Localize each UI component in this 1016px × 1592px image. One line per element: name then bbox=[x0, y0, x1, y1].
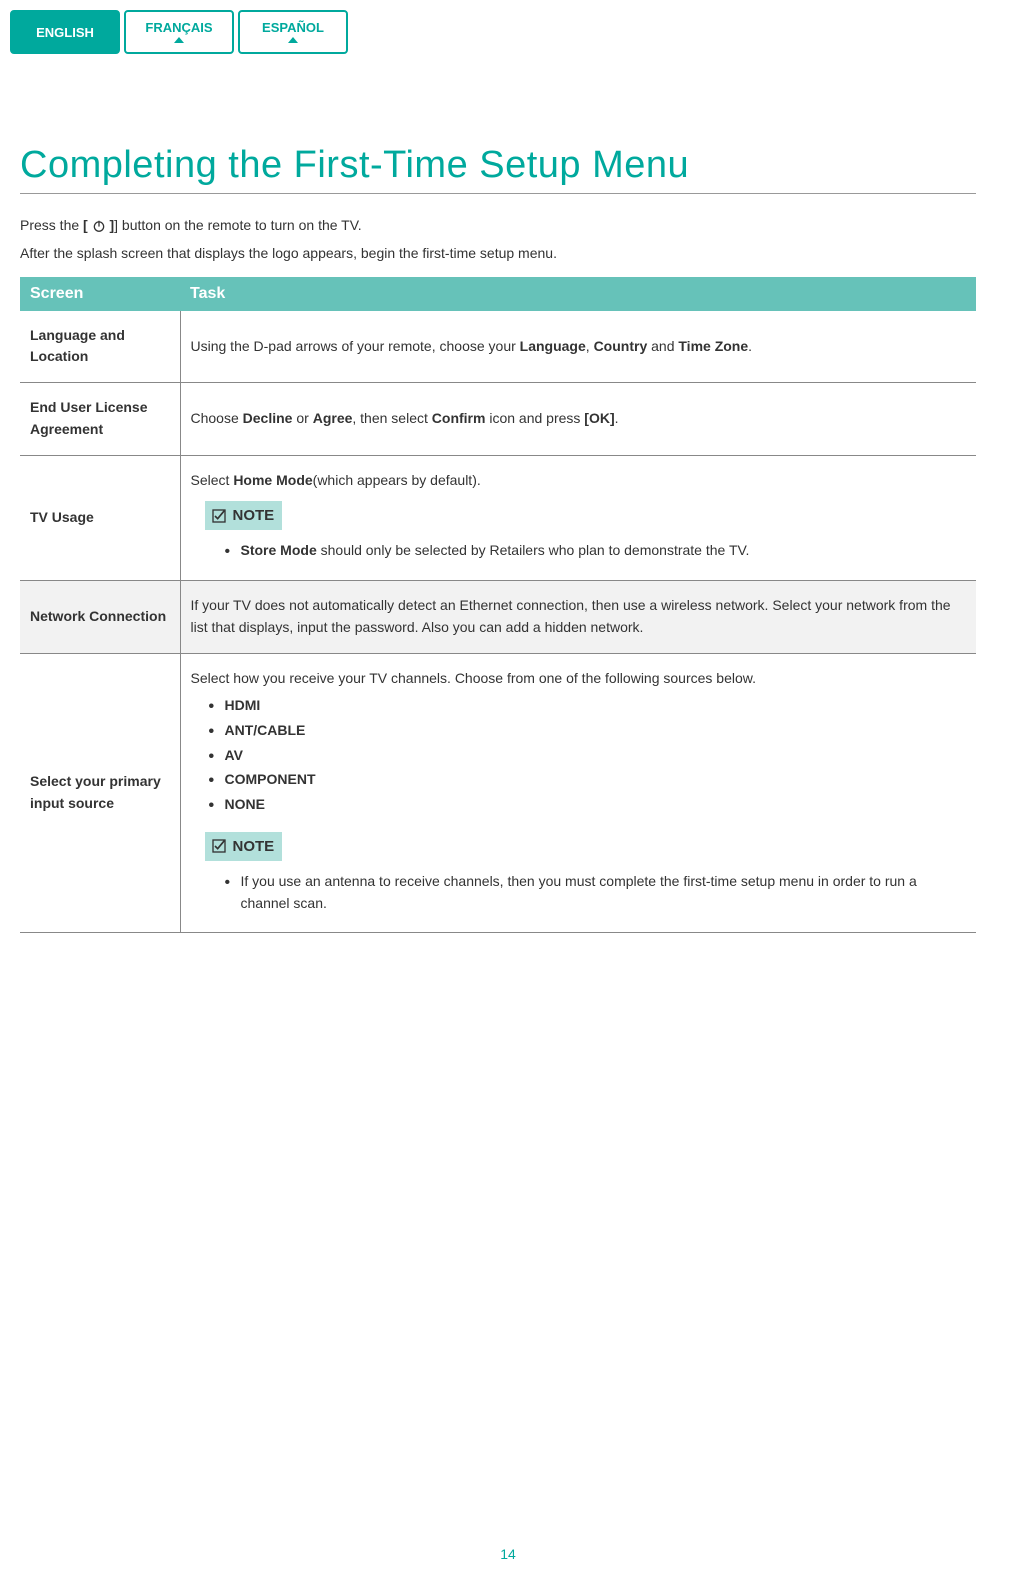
task-cell: Choose Decline or Agree, then select Con… bbox=[180, 383, 976, 455]
lang-tab-francais[interactable]: FRANÇAIS bbox=[124, 10, 234, 54]
source-item: ANT/CABLE bbox=[209, 720, 967, 742]
page-number: 14 bbox=[500, 1546, 516, 1562]
note-list: If you use an antenna to receive channel… bbox=[191, 871, 967, 914]
note-badge: NOTE bbox=[205, 832, 283, 861]
source-item: AV bbox=[209, 745, 967, 767]
intro-text: Press the bbox=[20, 217, 83, 233]
task-cell: If your TV does not automatically detect… bbox=[180, 581, 976, 653]
col-header-task: Task bbox=[180, 277, 976, 311]
screen-cell: Network Connection bbox=[20, 581, 180, 653]
note-check-icon bbox=[211, 508, 227, 524]
power-icon bbox=[92, 219, 106, 233]
task-cell: Select Home Mode(which appears by defaul… bbox=[180, 455, 976, 581]
note-item: If you use an antenna to receive channel… bbox=[225, 871, 967, 914]
lang-tab-label: FRANÇAIS bbox=[145, 21, 212, 34]
table-row: TV Usage Select Home Mode(which appears b… bbox=[20, 455, 976, 581]
lang-tab-label: ENGLISH bbox=[36, 26, 94, 39]
setup-table: Screen Task Language and Location Using t… bbox=[20, 277, 976, 934]
note-item: Store Mode should only be selected by Re… bbox=[225, 540, 967, 562]
table-row: Language and Location Using the D-pad arr… bbox=[20, 311, 976, 383]
source-item: HDMI bbox=[209, 695, 967, 717]
task-text: Using the D-pad arrows of your remote, c… bbox=[191, 336, 967, 358]
note-label: NOTE bbox=[233, 835, 275, 858]
col-header-screen: Screen bbox=[20, 277, 180, 311]
task-text: Select how you receive your TV channels.… bbox=[191, 668, 967, 690]
page-content: Completing the First-Time Setup Menu Pre… bbox=[0, 54, 1016, 933]
title-rule bbox=[20, 193, 976, 194]
table-row: Select your primary input source Select h… bbox=[20, 653, 976, 933]
note-check-icon bbox=[211, 838, 227, 854]
intro-line-1: Press the [ ]] button on the remote to t… bbox=[20, 214, 976, 236]
table-row: Network Connection If your TV does not au… bbox=[20, 581, 976, 653]
task-text: Choose Decline or Agree, then select Con… bbox=[191, 408, 967, 430]
language-tabs: ENGLISH FRANÇAIS ESPAÑOL bbox=[0, 0, 1016, 54]
task-text: If your TV does not automatically detect… bbox=[191, 595, 967, 638]
screen-cell: Select your primary input source bbox=[20, 653, 180, 933]
intro-text: ] button on the remote to turn on the TV… bbox=[114, 217, 362, 233]
note-label: NOTE bbox=[233, 504, 275, 527]
triangle-up-icon bbox=[174, 37, 184, 43]
intro-line-2: After the splash screen that displays th… bbox=[20, 242, 976, 264]
source-item: COMPONENT bbox=[209, 769, 967, 791]
source-list: HDMI ANT/CABLE AVCOMPONENT NONE bbox=[191, 695, 967, 815]
note-badge: NOTE bbox=[205, 501, 283, 530]
task-cell: Select how you receive your TV channels.… bbox=[180, 653, 976, 933]
bracket-close: ] bbox=[106, 217, 115, 233]
lang-tab-english[interactable]: ENGLISH bbox=[10, 10, 120, 54]
note-list: Store Mode should only be selected by Re… bbox=[191, 540, 967, 562]
task-text: Select Home Mode(which appears by defaul… bbox=[191, 470, 967, 492]
screen-cell: Language and Location bbox=[20, 311, 180, 383]
table-row: End User License Agreement Choose Decline… bbox=[20, 383, 976, 455]
screen-cell: TV Usage bbox=[20, 455, 180, 581]
screen-cell: End User License Agreement bbox=[20, 383, 180, 455]
task-cell: Using the D-pad arrows of your remote, c… bbox=[180, 311, 976, 383]
source-item: NONE bbox=[209, 794, 967, 816]
bracket-open: [ bbox=[83, 217, 92, 233]
lang-tab-label: ESPAÑOL bbox=[262, 21, 324, 34]
page-title: Completing the First-Time Setup Menu bbox=[20, 144, 976, 187]
lang-tab-espanol[interactable]: ESPAÑOL bbox=[238, 10, 348, 54]
triangle-up-icon bbox=[288, 37, 298, 43]
